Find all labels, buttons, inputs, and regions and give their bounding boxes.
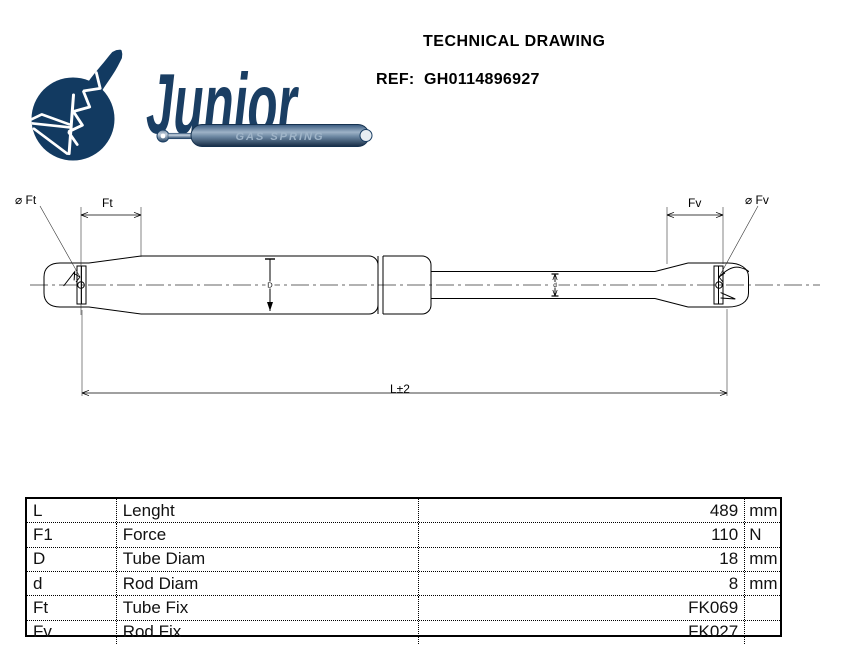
svg-text:D: D: [267, 281, 273, 290]
svg-text:d: d: [553, 282, 557, 289]
